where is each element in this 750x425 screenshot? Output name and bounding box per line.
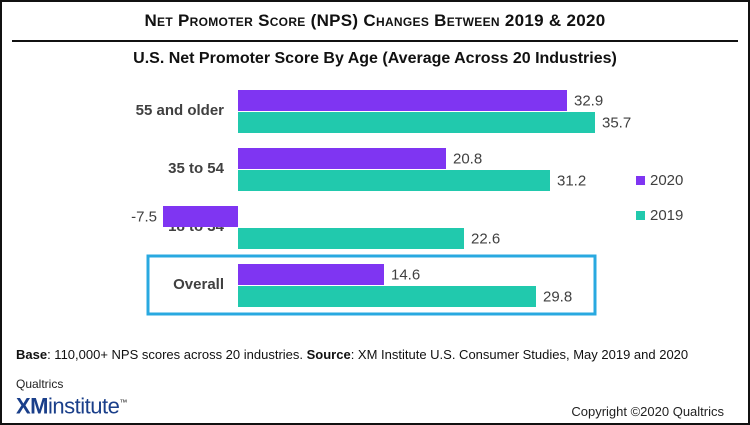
bar-2019-overall [238,286,536,307]
logo-institute-text: institute [48,393,120,419]
legend-swatch-2020 [636,176,645,185]
data-label-2019-overall: 29.8 [543,289,572,306]
legend-swatch-2019 [636,211,645,220]
chart-subtitle: U.S. Net Promoter Score By Age (Average … [133,50,617,67]
bar-2020-overall [238,264,384,285]
bar-2019-55-and-older [238,112,595,133]
data-label-2020-35-to-54: 20.8 [453,151,482,168]
data-label-2019-35-to-54: 31.2 [557,173,586,190]
data-label-2019-55-and-older: 35.7 [602,115,631,132]
bar-2019-18-to-34 [238,228,464,249]
bar-2020-55-and-older [238,90,567,111]
logo-qualtrics-text: Qualtrics [16,377,64,391]
xm-institute-logo: Qualtrics XMinstitute™ [16,378,127,418]
category-label-55-and-older: 55 and older [136,102,225,119]
footnote-base-label: Base [16,347,48,362]
legend-label-2020: 2020 [650,172,683,189]
logo-xm-text: XM [16,393,49,419]
footnote-base-text: : 110,000+ NPS scores across 20 industri… [47,347,307,362]
data-label-2020-overall: 14.6 [391,267,420,284]
category-label-35-to-54: 35 to 54 [168,160,225,177]
footnote-source-text: : XM Institute U.S. Consumer Studies, Ma… [350,347,689,362]
data-label-2019-18-to-34: 22.6 [471,231,500,248]
highlight-box [146,254,597,316]
bar-2020-18-to-34 [163,206,238,227]
title-divider [12,40,738,42]
data-label-2020-55-and-older: 32.9 [574,93,603,110]
legend-label-2019: 2019 [650,207,683,224]
bar-2020-35-to-54 [238,148,446,169]
bar-2019-35-to-54 [238,170,550,191]
copyright-text: Copyright ©2020 Qualtrics [571,404,724,419]
chart-title: Net Promoter Score (NPS) Changes Between… [144,11,606,30]
category-label-overall: Overall [173,276,224,293]
footnote-source-label: Source [306,347,351,362]
data-label-2020-18-to-34: -7.5 [131,209,157,226]
logo-trademark: ™ [119,398,127,407]
footnote: Base: 110,000+ NPS scores across 20 indu… [16,347,688,362]
